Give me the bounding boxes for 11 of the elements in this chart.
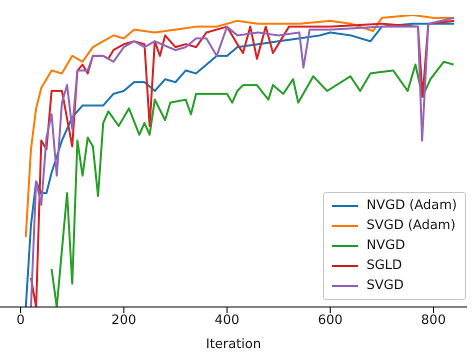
x-tick-label: 0 <box>16 313 25 328</box>
x-tick-label: 800 <box>421 313 446 328</box>
x-axis-title: Iteration <box>206 337 262 352</box>
x-tick-label: 600 <box>318 313 343 328</box>
legend-label: SVGD (Adam) <box>366 217 456 235</box>
legend-label: SGLD <box>366 257 402 275</box>
legend-label: NVGD (Adam) <box>366 197 457 215</box>
x-tick-label: 200 <box>111 313 136 328</box>
legend-label: NVGD <box>366 237 406 255</box>
legend-label: SVGD <box>366 277 404 295</box>
x-tick-label: 400 <box>214 313 240 328</box>
